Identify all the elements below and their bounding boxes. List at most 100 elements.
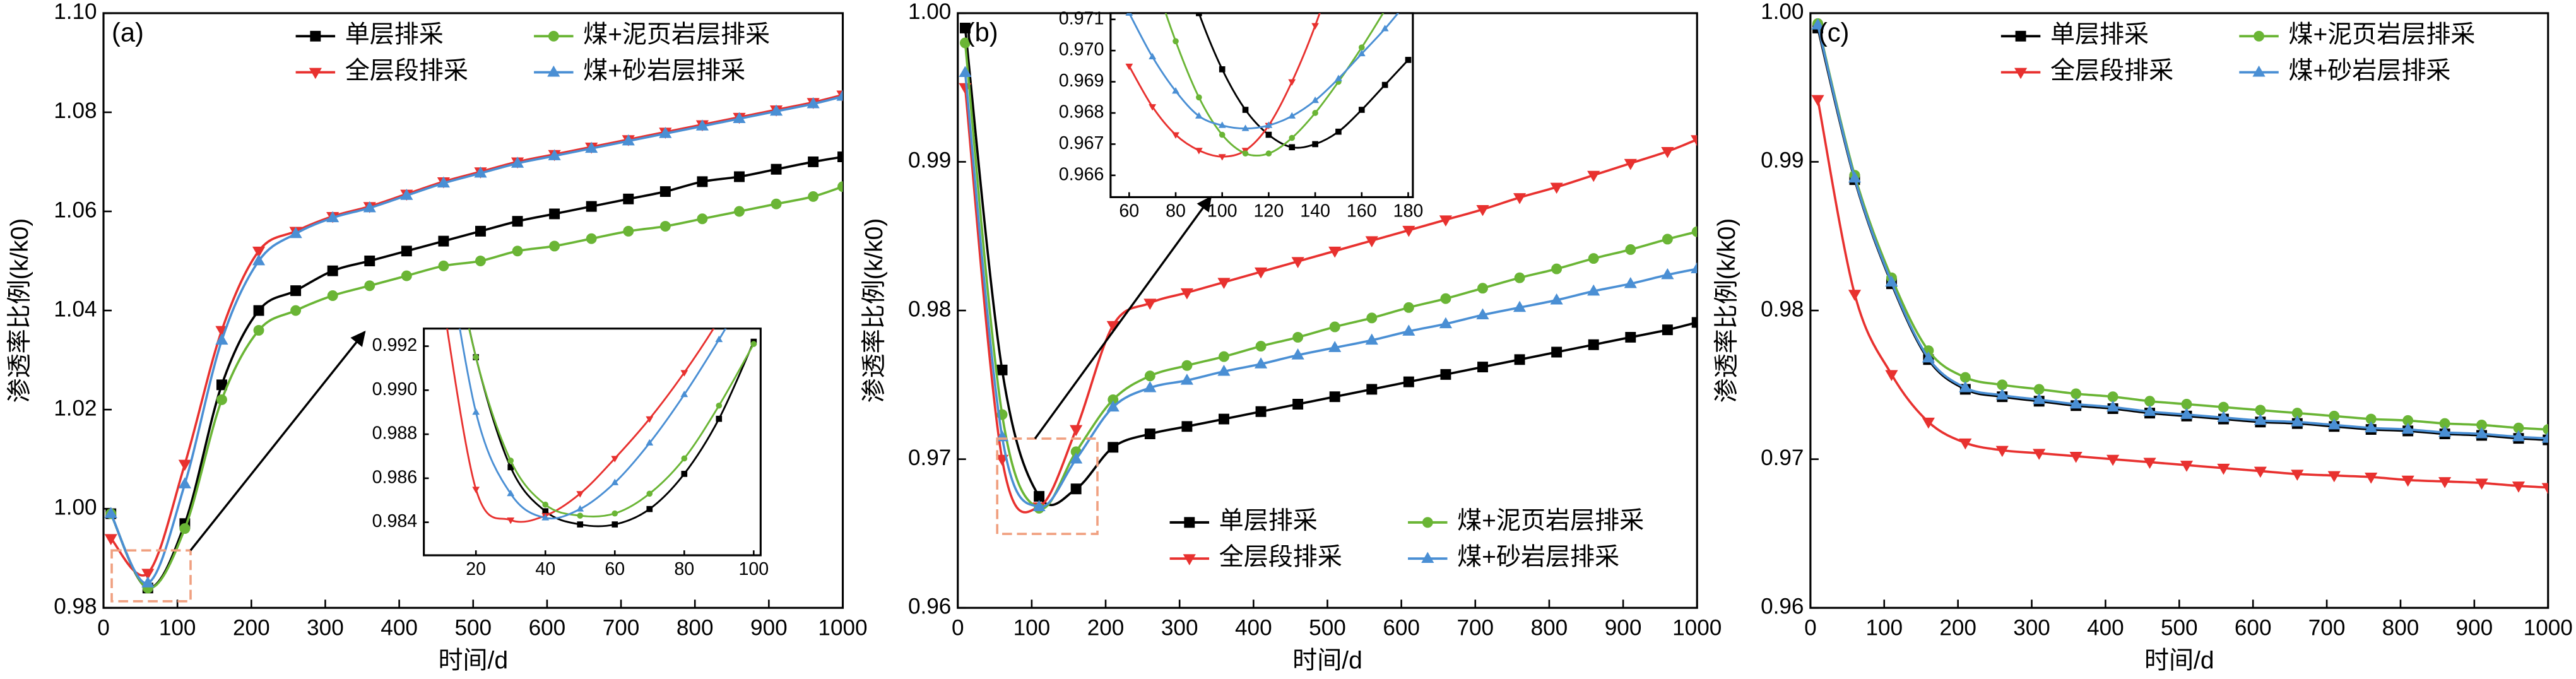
point [1172, 132, 1179, 139]
point [2438, 477, 2452, 488]
y-tick-label: 1.08 [54, 98, 97, 123]
point [2475, 427, 2488, 439]
point [1291, 348, 1304, 360]
legend-marker [1183, 554, 1196, 565]
point [1624, 158, 1637, 170]
point [611, 456, 619, 463]
point [1241, 124, 1250, 131]
zoom-box [110, 549, 192, 603]
point [1365, 333, 1378, 345]
point [438, 235, 449, 247]
legend-marker [548, 30, 559, 42]
point [2218, 401, 2229, 413]
point [716, 402, 723, 409]
y-axis-label: 渗透率比例(k/k0) [1713, 218, 1740, 403]
point [733, 112, 746, 124]
point [1476, 204, 1489, 216]
y-tick-label: 0.970 [1059, 40, 1104, 60]
point [1587, 284, 1600, 296]
point [2327, 418, 2341, 430]
point [1403, 376, 1414, 387]
y-tick-label: 0.96 [1761, 594, 1804, 619]
point [1070, 452, 1083, 464]
legend-marker [1422, 517, 1433, 528]
point [1402, 225, 1415, 237]
point [1624, 276, 1637, 288]
point [1106, 400, 1120, 412]
point [1550, 293, 1563, 305]
x-tick-label: 120 [1254, 201, 1284, 221]
y-tick-label: 1.00 [54, 495, 97, 519]
point [1291, 257, 1304, 268]
point [1289, 134, 1296, 141]
y-tick-label: 1.06 [54, 198, 97, 222]
point [1143, 298, 1157, 310]
point [1242, 107, 1249, 113]
point [1885, 275, 1898, 287]
point [659, 221, 671, 232]
point [681, 455, 688, 462]
point [2254, 466, 2267, 478]
y-tick-label: 1.04 [54, 297, 97, 321]
point [253, 305, 264, 316]
point [1811, 18, 1824, 30]
point [1288, 112, 1296, 119]
point [1292, 331, 1304, 343]
legend-marker [548, 30, 559, 42]
y-tick-label: 0.968 [1059, 102, 1104, 122]
point [363, 201, 376, 213]
point [141, 576, 155, 587]
point [1328, 246, 1342, 258]
point [1358, 44, 1365, 51]
x-tick-label: 600 [529, 615, 566, 640]
point [2217, 411, 2230, 422]
point [438, 260, 449, 271]
point [1661, 268, 1674, 280]
point [680, 391, 688, 398]
legend-marker [310, 30, 321, 42]
legend-label: 全层段排采 [1219, 543, 1342, 570]
series-line [1198, 13, 1409, 149]
y-tick-label: 0.966 [1059, 164, 1104, 184]
point [1329, 391, 1340, 403]
point [771, 163, 782, 175]
point [1070, 425, 1083, 437]
point [1108, 442, 1119, 453]
x-tick-label: 40 [535, 559, 555, 579]
x-tick-label: 200 [1939, 615, 1976, 640]
x-tick-label: 700 [2308, 615, 2346, 640]
legend-marker [547, 65, 560, 77]
point [2512, 481, 2526, 493]
point [178, 459, 191, 471]
plot-frame [1809, 12, 2549, 609]
y-tick-label: 0.986 [372, 467, 418, 487]
x-tick-label: 100 [1013, 615, 1051, 640]
legend-marker [309, 68, 322, 80]
point [1661, 147, 1674, 158]
x-tick-label: 900 [1605, 615, 1642, 640]
legend-marker [1422, 517, 1433, 528]
point [2401, 475, 2414, 487]
point [2033, 449, 2046, 460]
point [1196, 94, 1202, 101]
y-tick-label: 0.99 [1761, 148, 1804, 173]
x-tick-label: 80 [674, 559, 694, 579]
x-tick-label: 300 [2013, 615, 2050, 640]
y-tick-label: 0.967 [1059, 133, 1104, 153]
point [1922, 417, 1935, 429]
point [806, 97, 820, 109]
x-tick-label: 500 [2161, 615, 2198, 640]
point [548, 149, 561, 160]
point [1254, 357, 1268, 369]
point [2254, 413, 2267, 425]
point [734, 206, 745, 217]
y-tick-label: 0.98 [1761, 297, 1804, 321]
x-tick-label: 400 [2087, 615, 2124, 640]
point [623, 225, 634, 237]
x-tick-label: 1000 [818, 615, 867, 640]
point [1440, 369, 1451, 380]
legend-marker [1183, 554, 1196, 565]
point [1265, 131, 1272, 138]
point [141, 569, 155, 580]
point [1218, 154, 1226, 161]
